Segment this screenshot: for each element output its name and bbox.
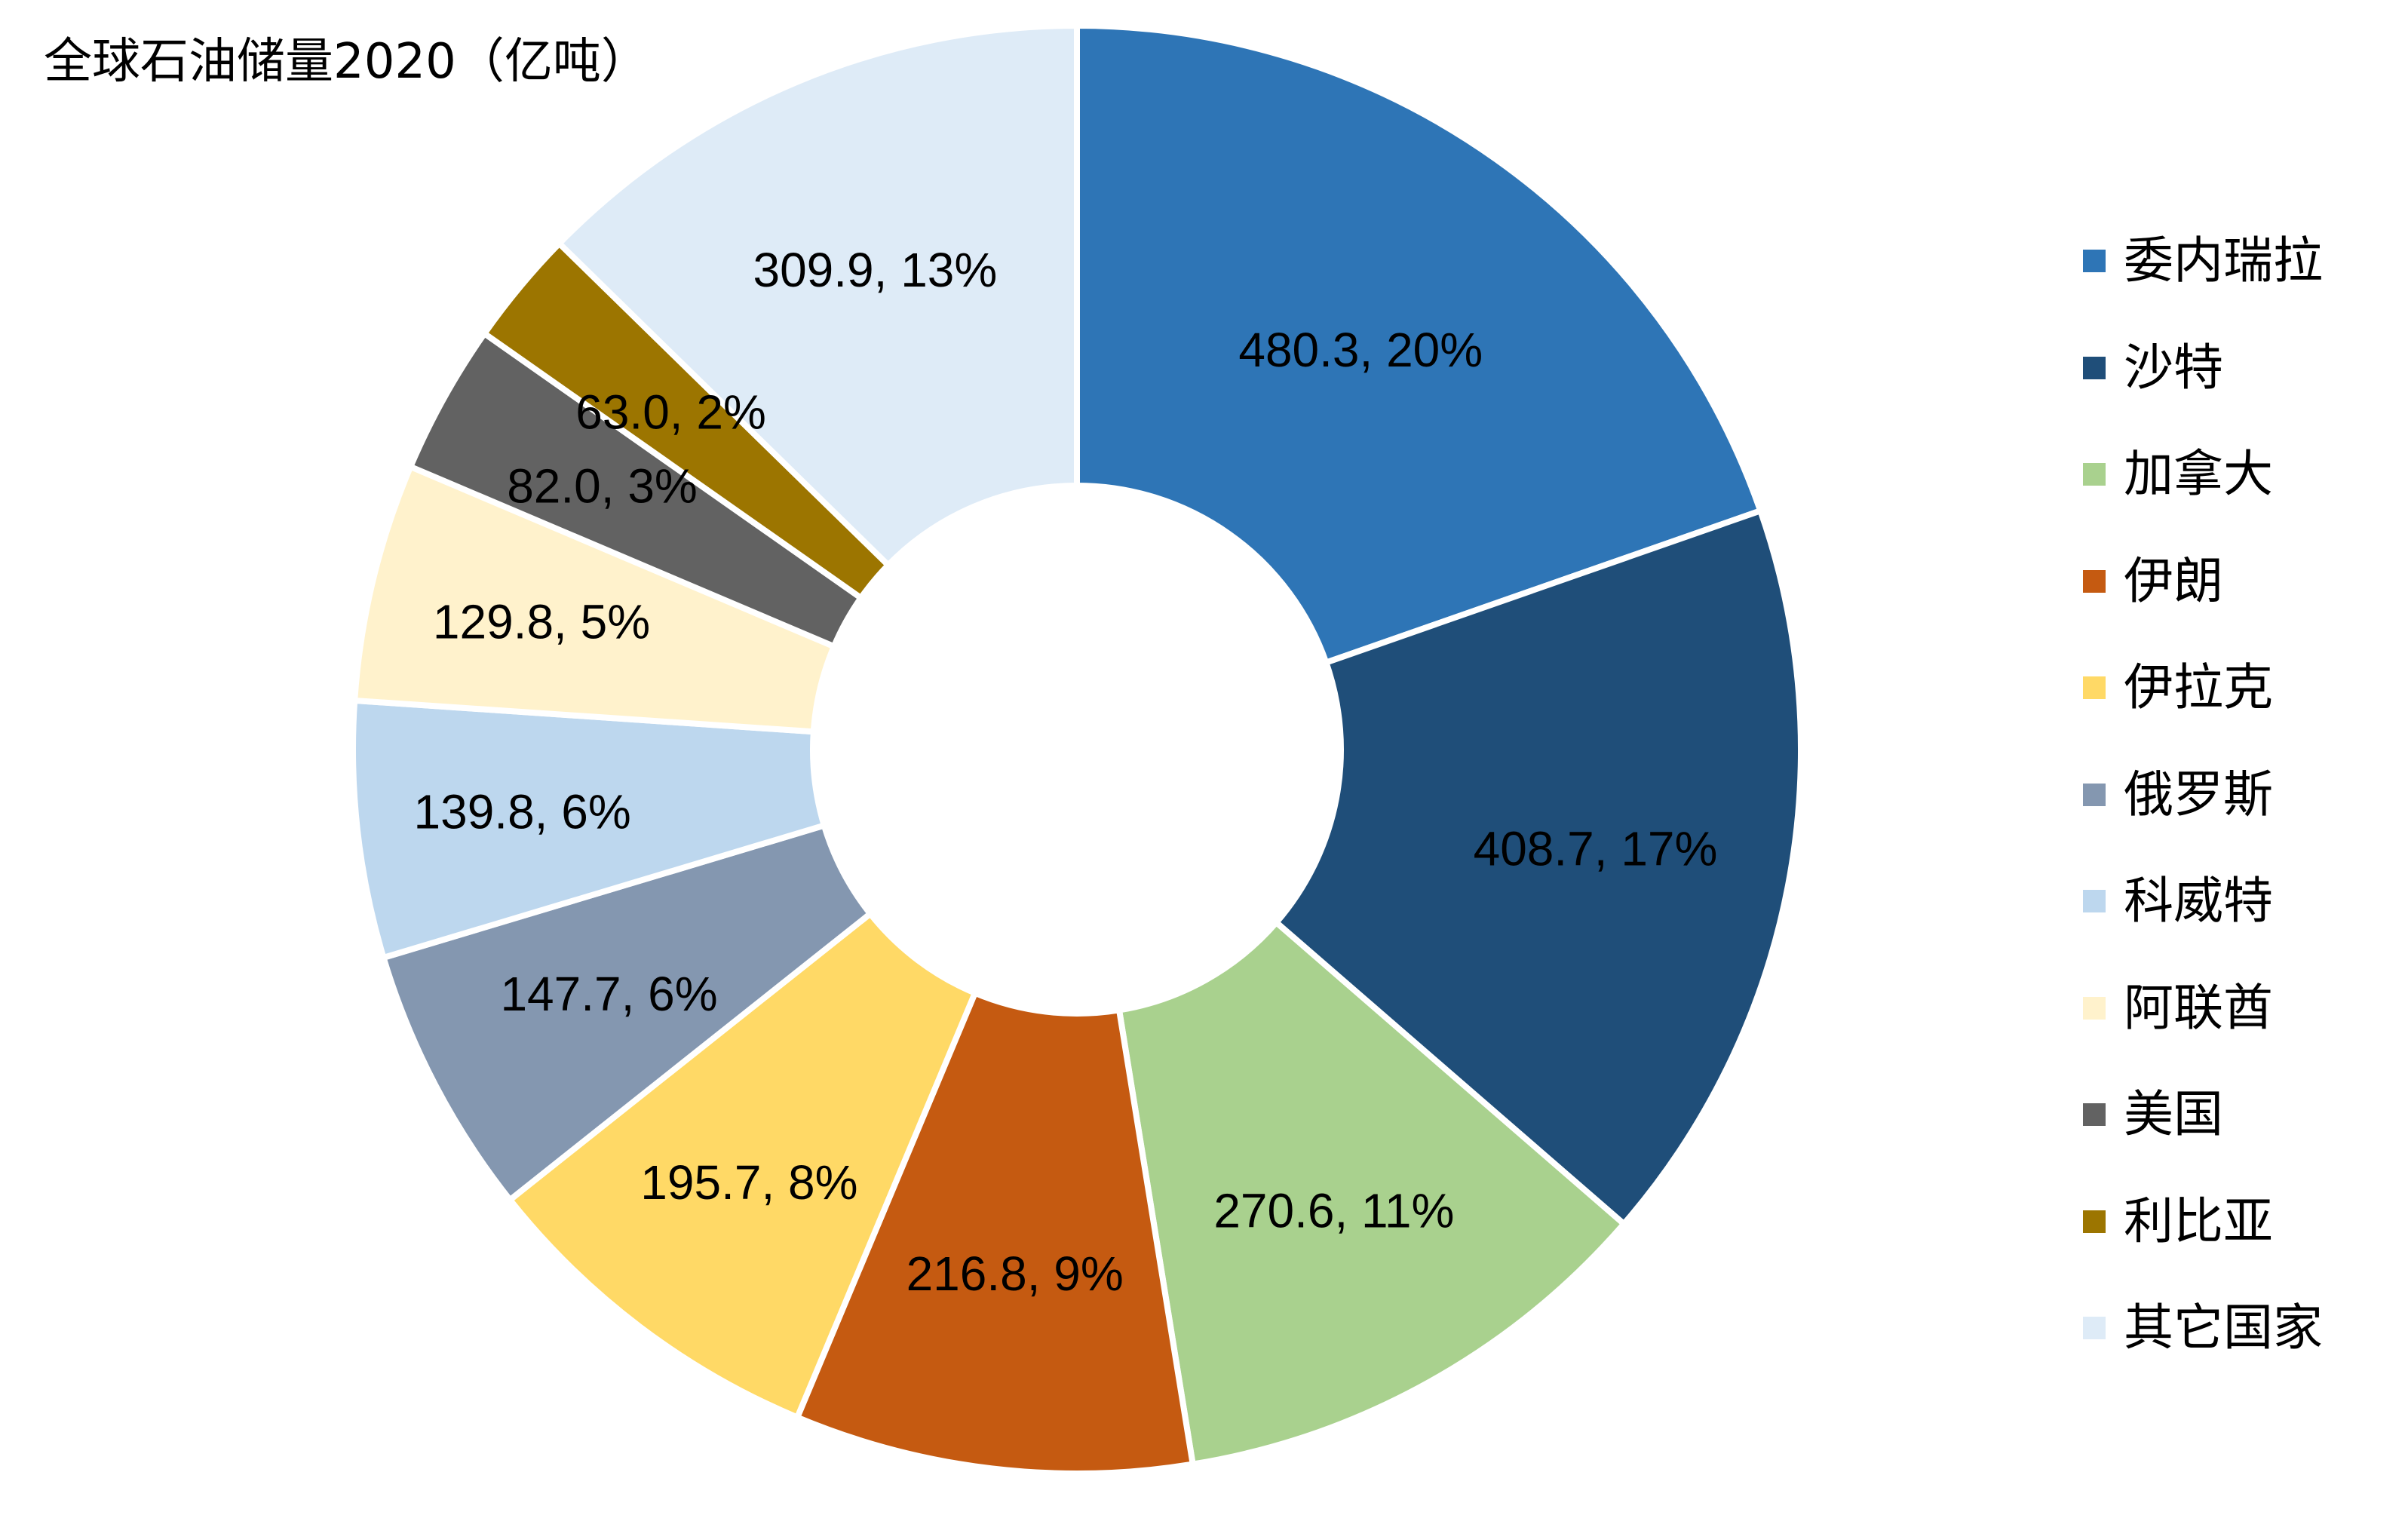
legend-item: 伊朗 <box>2083 551 2223 612</box>
legend-label: 加拿大 <box>2124 445 2273 503</box>
data-labels: 480.3, 20% 408.7, 17% 270.6, 11% 216.8, 9% 1… <box>414 243 1718 1301</box>
data-label-2: 408.7, 17% <box>1474 822 1718 876</box>
legend-swatch <box>2083 463 2106 486</box>
data-label-4: 216.8, 9% <box>906 1247 1124 1301</box>
legend-label: 沙特 <box>2124 338 2223 397</box>
slice-3 <box>1115 918 1628 1468</box>
legend-swatch <box>2083 1210 2106 1233</box>
data-label-3: 270.6, 11% <box>1213 1183 1454 1237</box>
slice-7 <box>350 697 828 961</box>
legend-swatch <box>2083 356 2106 379</box>
slice-4 <box>793 989 1197 1477</box>
legend-label: 伊朗 <box>2124 551 2223 610</box>
legend-item: 伊拉克 <box>2083 658 2273 718</box>
slice-5 <box>505 909 980 1421</box>
slice-6 <box>379 821 875 1204</box>
legend-label: 伊拉克 <box>2124 658 2273 716</box>
legend-label: 利比亚 <box>2124 1191 2273 1250</box>
legend-item: 委内瑞拉 <box>2083 231 2323 291</box>
legend-label: 科威特 <box>2124 872 2273 930</box>
legend-item: 其它国家 <box>2083 1298 2323 1358</box>
data-label-7: 139.8, 6% <box>414 785 631 839</box>
legend-label: 阿联酋 <box>2124 978 2273 1037</box>
data-label-11: 309.9, 13% <box>753 243 997 297</box>
legend-label: 其它国家 <box>2124 1299 2323 1357</box>
legend-swatch <box>2083 250 2106 272</box>
data-label-1: 480.3, 20% <box>1238 323 1483 377</box>
legend-swatch <box>2083 569 2106 593</box>
slice-1 <box>1074 22 1765 667</box>
slice-8 <box>351 462 839 735</box>
slice-2 <box>1271 507 1804 1228</box>
data-label-6: 147.7, 6% <box>500 967 717 1021</box>
legend-label: 美国 <box>2124 1085 2223 1143</box>
legend-item: 利比亚 <box>2083 1191 2273 1252</box>
data-label-5: 195.7, 8% <box>640 1155 857 1210</box>
legend-swatch <box>2083 1317 2106 1339</box>
legend-swatch <box>2083 783 2106 806</box>
chart-title: 全球石油储量2020（亿吨） <box>44 34 649 90</box>
legend-label: 委内瑞拉 <box>2124 232 2323 290</box>
donut-slices <box>350 22 1804 1477</box>
data-label-8: 129.8, 5% <box>433 594 650 649</box>
legend-label: 俄罗斯 <box>2124 765 2273 823</box>
legend-item: 美国 <box>2083 1084 2223 1145</box>
legend-item: 沙特 <box>2083 338 2223 398</box>
legend-swatch <box>2083 890 2106 912</box>
legend-swatch <box>2083 996 2106 1020</box>
legend-swatch <box>2083 1103 2106 1126</box>
data-label-10: 63.0, 2% <box>575 385 766 440</box>
legend-item: 科威特 <box>2083 871 2273 931</box>
slice-11 <box>554 22 1080 569</box>
legend-item: 加拿大 <box>2083 444 2273 504</box>
legend-item: 俄罗斯 <box>2083 765 2273 825</box>
data-label-9: 82.0, 3% <box>507 458 698 513</box>
legend-swatch <box>2083 676 2106 699</box>
legend-item: 阿联酋 <box>2083 978 2273 1038</box>
